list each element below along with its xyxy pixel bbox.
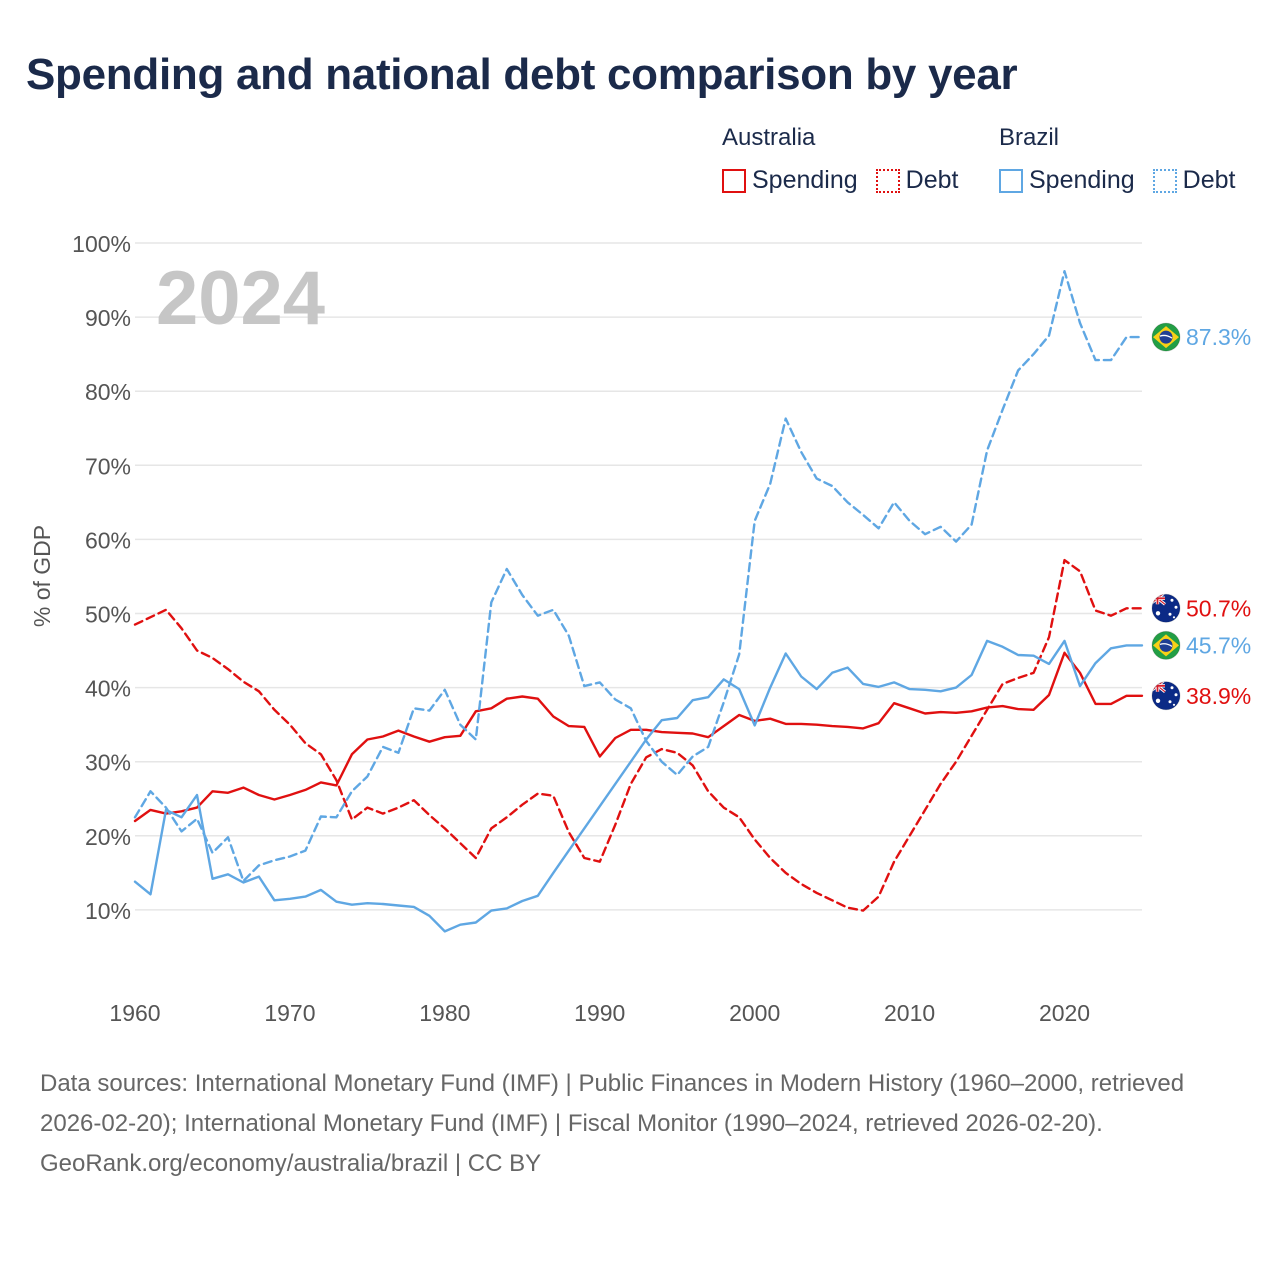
series-line-australia-spending: [133, 651, 1144, 823]
end-label-brazil-spending: 45.7%: [1186, 632, 1251, 658]
legend-australia: Australia Spending Debt: [722, 124, 976, 195]
brazil-flag-icon: [1151, 630, 1181, 660]
legend-label-australia-spending: Spending: [752, 166, 858, 194]
series-line-australia-debt: [133, 558, 1144, 912]
end-label-brazil-debt: 87.3%: [1186, 324, 1251, 350]
y-tick-label-40: 40%: [85, 676, 131, 702]
legend-item-australia-spending[interactable]: Spending: [722, 166, 858, 195]
legend-swatch-dotted-blue: [1152, 168, 1177, 193]
x-tick-label-1980: 1980: [419, 1000, 470, 1026]
series-line-brazil-debt: [133, 270, 1144, 883]
legend-item-australia-debt[interactable]: Debt: [875, 166, 959, 195]
y-tick-label-10: 10%: [85, 898, 131, 924]
legend-swatch-solid-red: [722, 168, 746, 193]
legend-item-brazil-spending[interactable]: Spending: [999, 166, 1135, 195]
x-tick-label-2010: 2010: [884, 1000, 935, 1026]
end-label-australia-debt: 50.7%: [1186, 595, 1251, 621]
end-label-australia-spending: 38.9%: [1186, 683, 1251, 709]
y-tick-label-30: 30%: [85, 750, 131, 776]
x-tick-label-2000: 2000: [729, 1000, 780, 1026]
australia-flag-icon: [1151, 593, 1181, 623]
legend-country-australia: Australia: [722, 124, 816, 151]
legend-brazil: Brazil Spending Debt: [999, 124, 1253, 195]
data-sources-text: Data sources: International Monetary Fun…: [40, 1070, 1185, 1137]
y-tick-label-80: 80%: [85, 379, 131, 405]
legend-label-australia-debt: Debt: [905, 166, 959, 194]
footer: Data sources: International Monetary Fun…: [40, 1064, 1250, 1184]
y-tick-label-100: 100%: [72, 231, 131, 257]
line-chart: 10% 20% 30% 40% 50% 60% 70% 80% 90% 100% 1960 1970 1…: [29, 231, 1251, 1026]
legend-swatch-dotted-red: [875, 168, 900, 193]
x-tick-label-1990: 1990: [574, 1000, 625, 1026]
series-line-brazil-spending: [133, 639, 1144, 933]
legend-item-brazil-debt[interactable]: Debt: [1152, 166, 1236, 195]
y-tick-label-70: 70%: [85, 453, 131, 479]
legend-label-brazil-debt: Debt: [1182, 166, 1236, 194]
legend-label-brazil-spending: Spending: [1029, 166, 1135, 194]
y-axis-title: % of GDP: [29, 525, 55, 627]
page-title: Spending and national debt comparison by…: [26, 50, 1018, 99]
legend-country-brazil: Brazil: [999, 124, 1060, 151]
legend-swatch-solid-blue: [999, 168, 1023, 193]
x-tick-label-2020: 2020: [1039, 1000, 1090, 1026]
brazil-flag-icon: [1151, 322, 1181, 352]
x-tick-label-1960: 1960: [109, 1000, 160, 1026]
credit-link[interactable]: GeoRank.org/economy/australia/brazil | C…: [40, 1150, 542, 1177]
y-tick-label-50: 50%: [85, 602, 131, 628]
y-tick-label-90: 90%: [85, 305, 131, 331]
y-tick-label-20: 20%: [85, 824, 131, 850]
y-tick-label-60: 60%: [85, 527, 131, 553]
australia-flag-icon: [1151, 681, 1181, 711]
x-tick-label-1970: 1970: [264, 1000, 315, 1026]
year-watermark: 2024: [156, 256, 325, 341]
